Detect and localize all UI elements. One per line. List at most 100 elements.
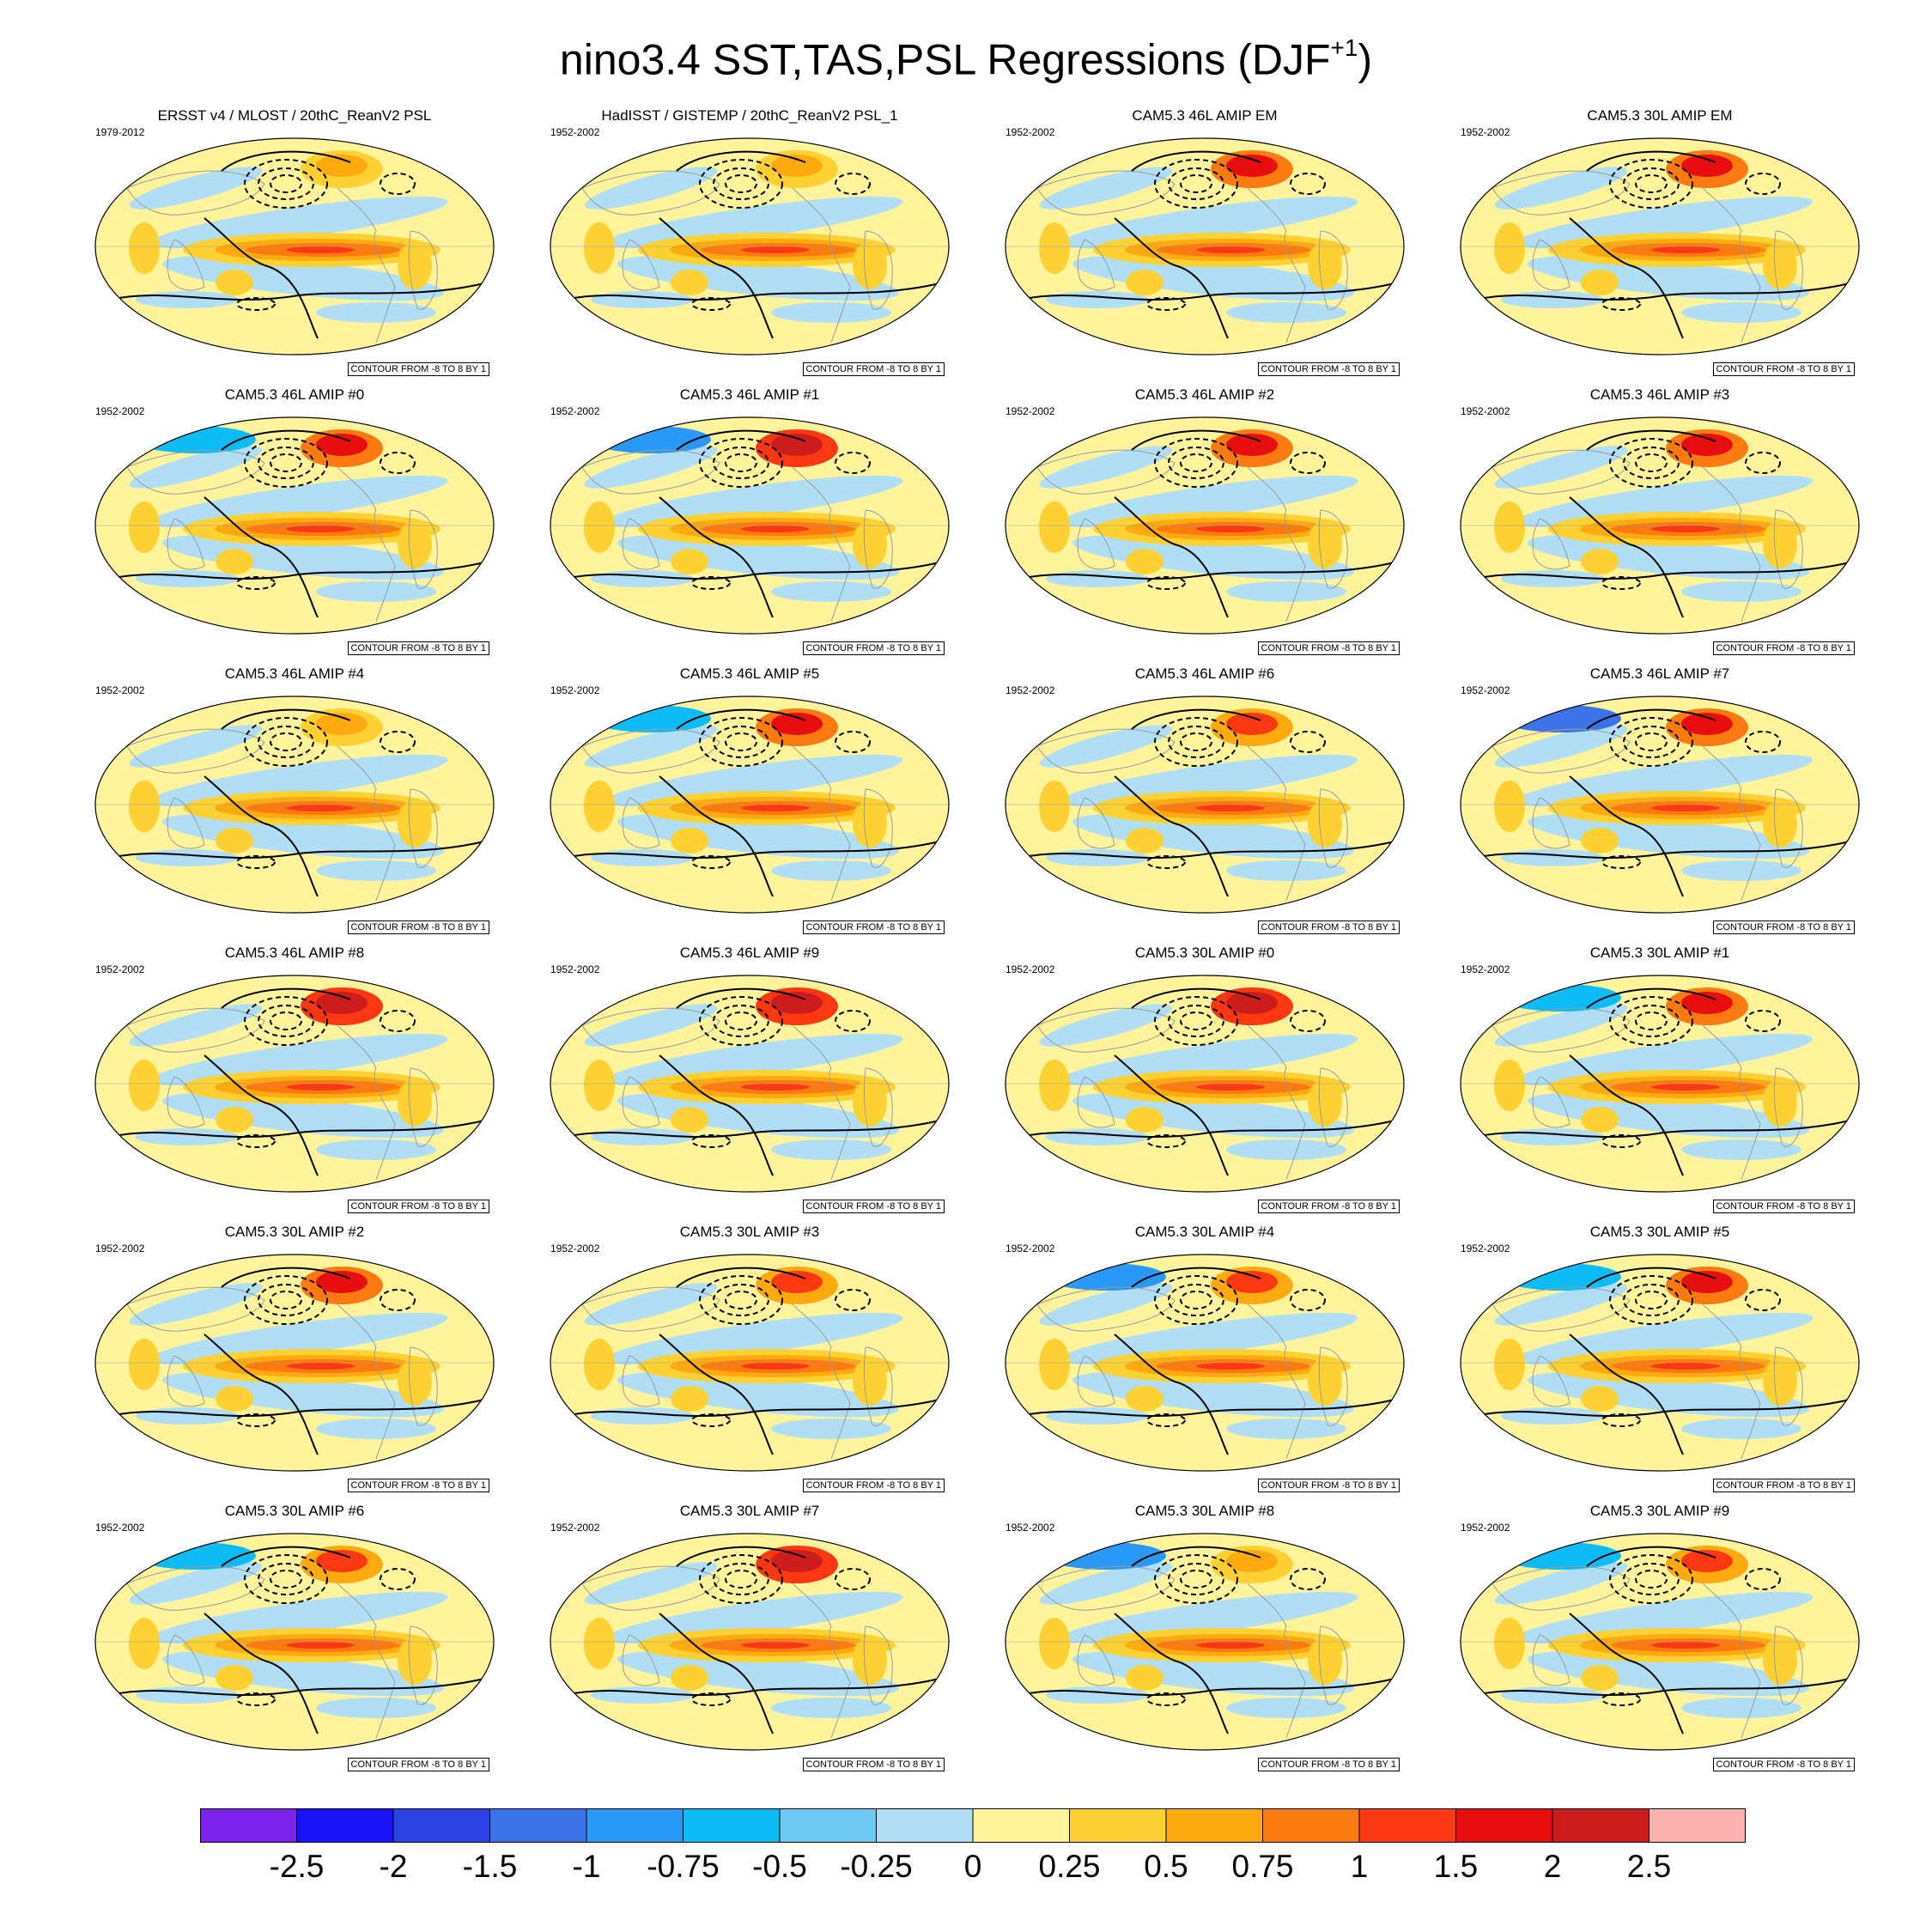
enso-warm-region bbox=[1651, 805, 1720, 811]
coastline bbox=[126, 1286, 265, 1332]
psl-contour-negative bbox=[1168, 1563, 1224, 1595]
panel-contour-info: CONTOUR FROM -8 TO 8 BY 1 bbox=[347, 1758, 489, 1771]
nh-warm-anomaly bbox=[1226, 713, 1278, 735]
map-border bbox=[1460, 975, 1860, 1193]
psl-contour-negative bbox=[258, 1005, 314, 1037]
cold-anomaly-region bbox=[1494, 1004, 1628, 1047]
cold-anomaly-region bbox=[771, 1419, 891, 1439]
panel-title: CAM5.3 46L AMIP #6 bbox=[1134, 665, 1275, 682]
coastline bbox=[337, 745, 396, 902]
panel-map bbox=[1005, 1254, 1405, 1472]
psl-contour-negative bbox=[244, 1275, 328, 1325]
map-panel: CAM5.3 30L AMIP #1 1952-2002 CONTOUR FROM … bbox=[1458, 945, 1862, 1224]
psl-contour-negative bbox=[725, 1291, 757, 1309]
cold-anomaly-region bbox=[1527, 534, 1810, 580]
psl-contour-zero bbox=[659, 496, 774, 618]
cold-anomaly-region bbox=[129, 725, 263, 768]
cold-anomaly-region bbox=[1039, 1283, 1173, 1326]
cold-anomaly-region bbox=[129, 1562, 263, 1605]
panel-map bbox=[550, 416, 950, 635]
cold-anomaly-region bbox=[584, 1283, 718, 1326]
cold-anomaly-region bbox=[1072, 534, 1355, 580]
psl-contour-negative bbox=[1146, 1134, 1186, 1148]
psl-contour-zero bbox=[659, 217, 774, 339]
psl-contour-negative bbox=[244, 996, 328, 1046]
map-panel: CAM5.3 46L AMIP #6 1952-2002 CONTOUR FROM … bbox=[1003, 665, 1406, 945]
colorbar-tick-label: -0.75 bbox=[647, 1849, 720, 1884]
colorbar-box bbox=[489, 1808, 587, 1843]
coastline bbox=[1492, 1286, 1631, 1332]
coastline bbox=[1702, 745, 1761, 902]
cold-anomaly-region bbox=[1039, 446, 1173, 489]
panel-period: 1952-2002 bbox=[95, 1242, 145, 1255]
cold-anomaly-region bbox=[584, 725, 718, 768]
psl-contour-negative bbox=[1609, 438, 1693, 488]
coastline bbox=[337, 466, 396, 623]
panel-contour-info: CONTOUR FROM -8 TO 8 BY 1 bbox=[347, 1479, 489, 1492]
cold-anomaly-region bbox=[129, 446, 263, 489]
panel-title: CAM5.3 46L AMIP #0 bbox=[224, 386, 365, 403]
nh-warm-anomaly bbox=[1226, 992, 1278, 1014]
warm-anomaly-region bbox=[1039, 781, 1070, 832]
psl-contour-negative bbox=[244, 1554, 328, 1604]
warm-anomaly-region bbox=[129, 222, 160, 274]
psl-contour-zero bbox=[564, 840, 944, 859]
cold-anomaly-region bbox=[1681, 1419, 1801, 1439]
psl-contour-zero bbox=[1114, 775, 1229, 897]
psl-contour-negative bbox=[270, 1570, 302, 1589]
warm-anomaly-region bbox=[1494, 1339, 1525, 1390]
warm-anomaly-region bbox=[1494, 1060, 1525, 1111]
panel-period: 1952-2002 bbox=[95, 963, 145, 975]
map-border bbox=[1005, 1533, 1405, 1751]
coastline bbox=[126, 1007, 265, 1053]
warm-anomaly-region bbox=[129, 1339, 160, 1390]
map-border bbox=[550, 416, 950, 635]
panel-title: CAM5.3 30L AMIP #7 bbox=[679, 1503, 820, 1519]
enso-warm-region bbox=[1651, 526, 1720, 532]
psl-contour-negative bbox=[1290, 1010, 1326, 1032]
cold-anomaly-region bbox=[1681, 860, 1801, 881]
psl-contour-negative bbox=[835, 1010, 871, 1032]
enso-warm-region bbox=[741, 1642, 810, 1649]
colorbar-tick-label: -0.5 bbox=[752, 1849, 807, 1884]
psl-contour-negative bbox=[1146, 297, 1186, 311]
cold-anomaly-region bbox=[316, 1698, 436, 1718]
panel-title: CAM5.3 30L AMIP #5 bbox=[1589, 1224, 1730, 1240]
colorbar-box bbox=[972, 1808, 1070, 1843]
nh-warm-anomaly bbox=[771, 434, 823, 456]
psl-contour-zero bbox=[676, 150, 806, 172]
psl-contour-negative bbox=[725, 174, 757, 193]
warm-anomaly-region bbox=[398, 799, 432, 848]
psl-contour-zero bbox=[1586, 429, 1716, 451]
nh-warm-anomaly bbox=[1226, 155, 1278, 177]
enso-warm-region bbox=[1651, 1084, 1720, 1091]
psl-contour-zero bbox=[564, 282, 944, 301]
psl-contour-negative bbox=[713, 447, 769, 479]
cold-anomaly-region bbox=[316, 1419, 436, 1439]
map-panel: CAM5.3 46L AMIP EM 1952-2002 CONTOUR FROM … bbox=[1003, 107, 1406, 386]
warm-anomaly-region bbox=[1126, 270, 1163, 295]
warm-anomaly-region bbox=[584, 222, 615, 274]
panel-period: 1952-2002 bbox=[1005, 1522, 1055, 1534]
psl-contour-negative bbox=[835, 173, 871, 195]
warm-anomaly-region bbox=[398, 1358, 432, 1406]
psl-contour-negative bbox=[244, 717, 328, 767]
coastline bbox=[1702, 1303, 1761, 1460]
panel-period: 1952-2002 bbox=[550, 963, 600, 975]
enso-warm-region bbox=[741, 1363, 810, 1370]
cold-anomaly-region bbox=[1072, 255, 1355, 301]
cold-anomaly-region bbox=[584, 1562, 718, 1605]
warm-anomaly-region bbox=[853, 1078, 887, 1127]
psl-contour-zero bbox=[659, 1054, 774, 1176]
psl-contour-negative bbox=[691, 297, 731, 311]
panel-contour-info: CONTOUR FROM -8 TO 8 BY 1 bbox=[347, 1200, 489, 1213]
psl-contour-zero bbox=[1474, 282, 1854, 301]
warm-anomaly-region bbox=[1494, 1618, 1525, 1669]
enso-warm-region bbox=[286, 1363, 355, 1370]
warm-anomaly-region bbox=[1763, 1637, 1797, 1685]
panel-map bbox=[1005, 696, 1405, 914]
nh-warm-anomaly bbox=[1226, 434, 1278, 456]
cold-anomaly-region bbox=[1039, 167, 1173, 210]
enso-warm-region bbox=[286, 1084, 355, 1091]
warm-anomaly-region bbox=[129, 1060, 160, 1111]
